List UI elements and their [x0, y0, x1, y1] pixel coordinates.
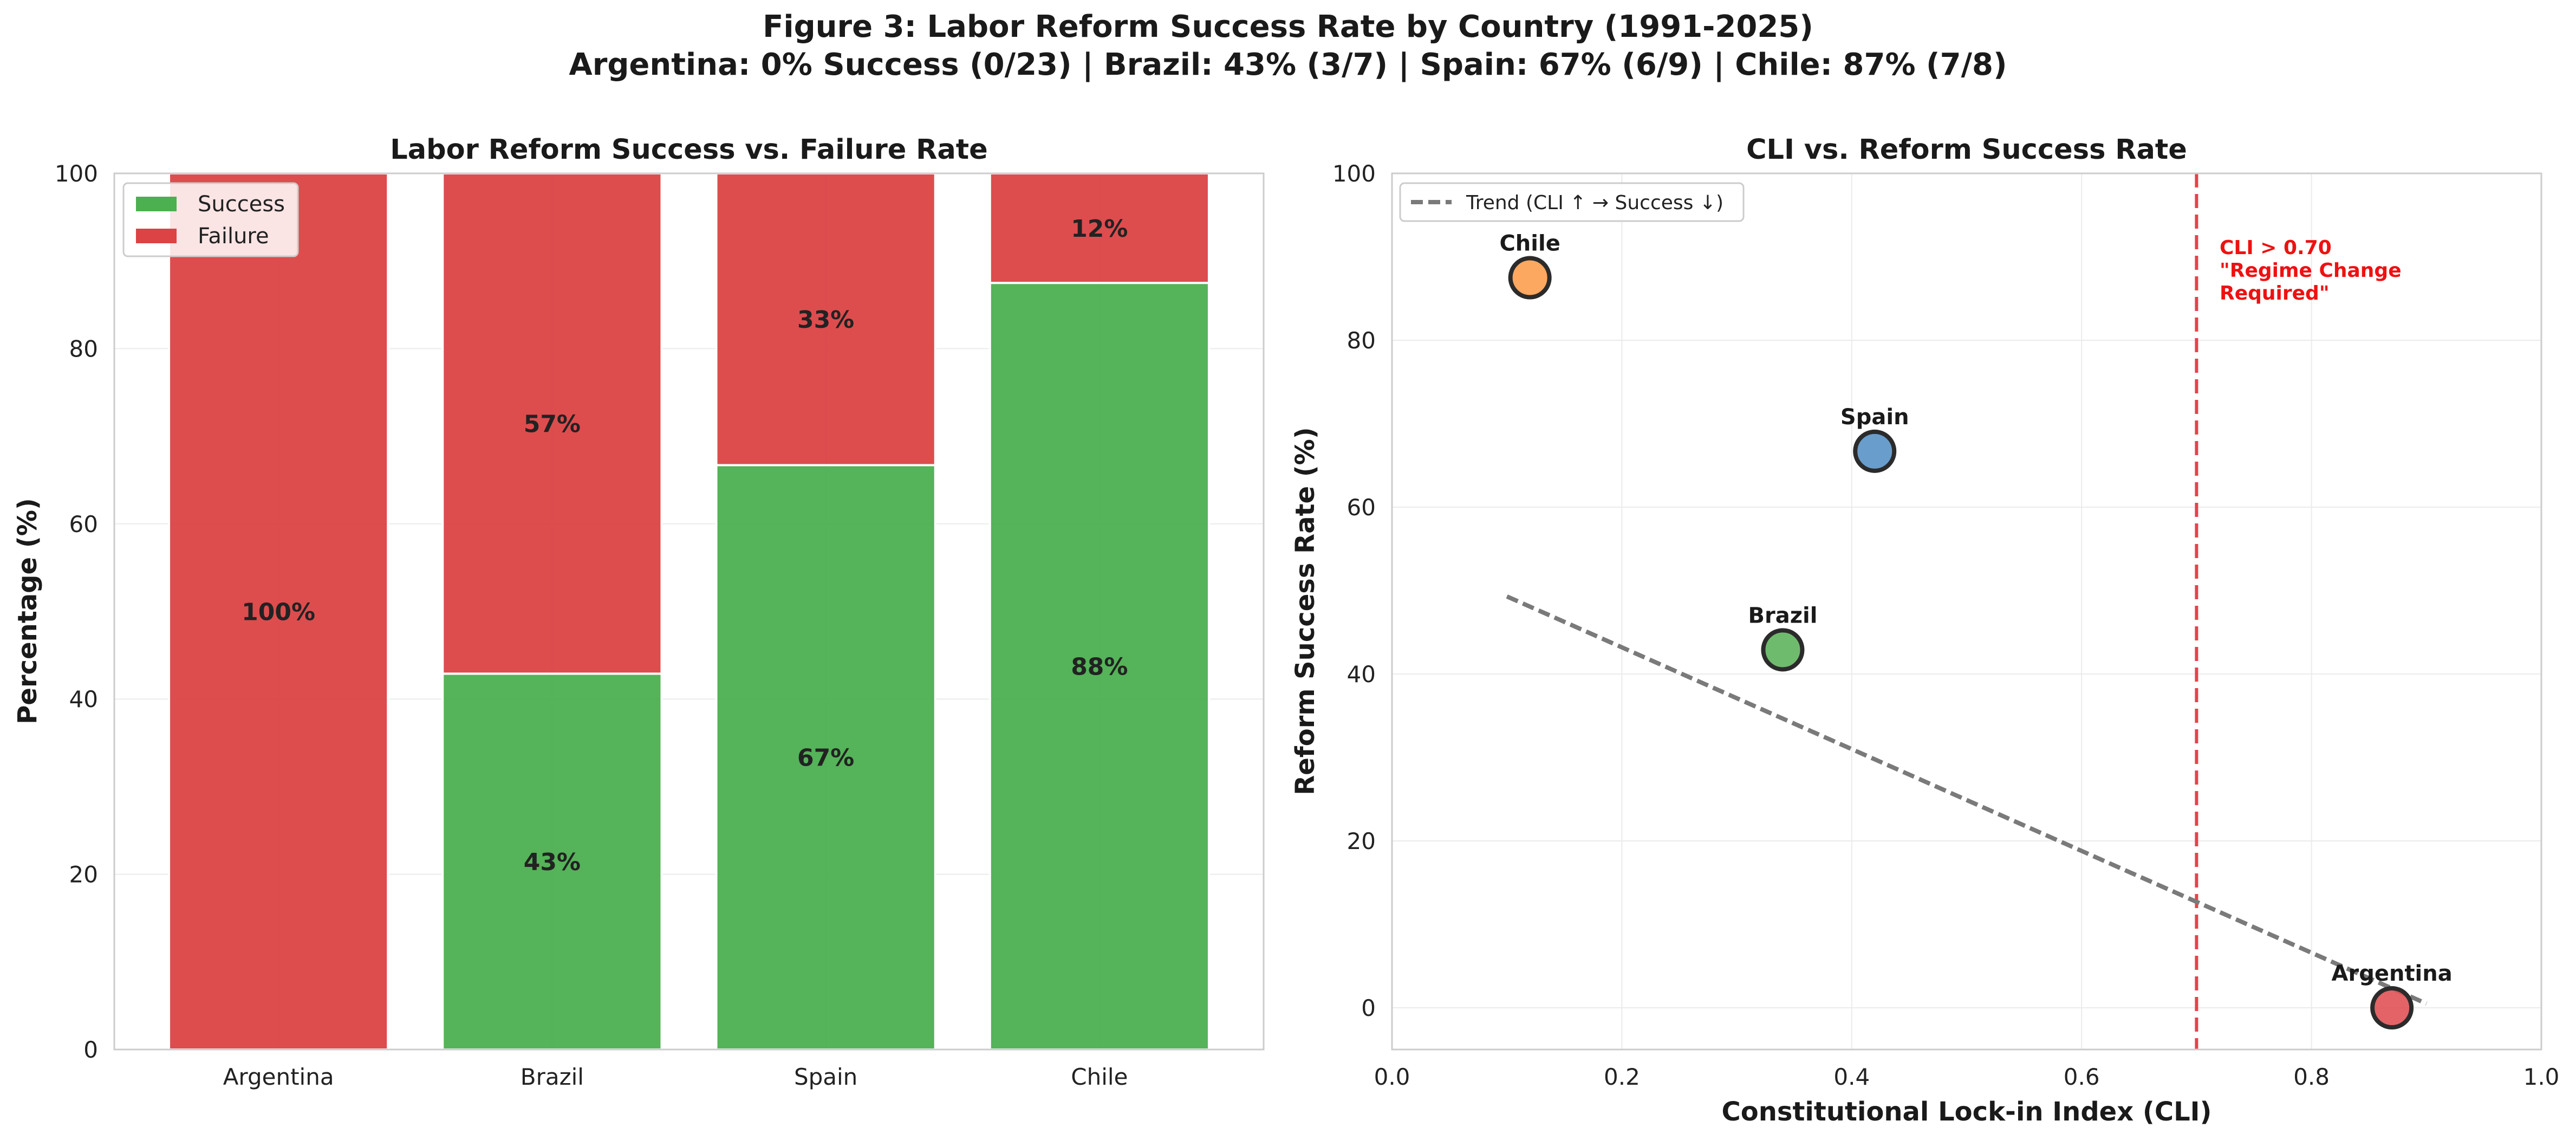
bar-success-spain [715, 464, 936, 1051]
bar-label-failure-spain: 33% [797, 306, 854, 334]
scatter-chart-y-ticks: 0 20 40 60 80 100 [1332, 160, 1376, 1021]
trend-line [1506, 594, 2428, 1006]
scatter-chart-y-axis-label: Reform Success Rate (%) [1290, 427, 1320, 795]
bar-chart-y-tick-label: 20 [69, 862, 98, 888]
scatter-chart-y-tick-label: 100 [1332, 160, 1376, 187]
bar-chart-x-tick-label-chile: Chile [1071, 1064, 1128, 1090]
scatter-chart-y-tick-label: 80 [1347, 327, 1376, 354]
scatter-chart-y-tick-label: 60 [1347, 494, 1376, 521]
figure-subtitle: Argentina: 0% Success (0/23) | Brazil: 4… [569, 47, 2007, 82]
bar-chart-y-tick-label: 100 [55, 160, 98, 187]
bar-label-failure-chile: 12% [1071, 215, 1128, 243]
bar-chart-y-tick-label: 60 [69, 511, 98, 537]
scatter-chart-grid [1391, 173, 2542, 1050]
threshold-annotation-line-2: "Regime Change [2220, 260, 2402, 282]
bar-chart-title: Labor Reform Success vs. Failure Rate [390, 134, 987, 166]
point-label-chile: Chile [1499, 231, 1560, 256]
scatter-chart-frame [1391, 172, 2542, 1051]
scatter-chart-x-axis-label: Constitutional Lock-in Index (CLI) [1722, 1097, 2212, 1127]
scatter-chart-x-tick-label: 0.2 [1604, 1064, 1640, 1090]
bar-chart-legend: Success Failure [122, 182, 299, 257]
bar-chart-x-tick-label-brazil: Brazil [521, 1064, 584, 1090]
bar-chart-y-ticks: 0 20 40 60 80 100 [55, 160, 98, 1063]
bar-chart-x-tick-label-argentina: Argentina [223, 1064, 334, 1090]
bar-failure-argentina [168, 172, 389, 1051]
bar-success-brazil [441, 672, 663, 1051]
bar-success-chile [988, 282, 1210, 1051]
point-brazil [1761, 628, 1805, 672]
scatter-chart-x-tick-label: 0.6 [2064, 1064, 2100, 1090]
legend-success-label: Success [198, 192, 285, 217]
figure-title: Figure 3: Labor Reform Success Rate by C… [763, 9, 1813, 44]
scatter-chart-x-tick-label: 0.0 [1374, 1064, 1410, 1090]
bar-chart: 43% 67% 88% 100% 57% 33% 12% 0 20 40 60 80 100 Arge… [12, 134, 1265, 1090]
bar-chart-x-tick-label-spain: Spain [794, 1064, 857, 1090]
scatter-chart-legend: Trend (CLI ↑ → Success ↓) [1399, 182, 1745, 222]
threshold-annotation-line-3: Required" [2220, 282, 2330, 305]
scatter-chart-title: CLI vs. Reform Success Rate [1746, 134, 2187, 166]
bar-label-success-chile: 88% [1071, 653, 1128, 681]
bar-failure-brazil [441, 172, 663, 675]
point-label-spain: Spain [1840, 405, 1909, 430]
bar-label-success-spain: 67% [797, 744, 854, 772]
point-label-argentina: Argentina [2332, 961, 2453, 986]
point-spain [1853, 429, 1897, 473]
scatter-chart-x-tick-label: 0.8 [2293, 1064, 2330, 1090]
scatter-chart-y-tick-label: 20 [1347, 828, 1376, 854]
scatter-chart-legend-box [1399, 182, 1745, 222]
bar-chart-y-tick-label: 0 [83, 1037, 98, 1063]
bar-chart-bars: 43% 67% 88% 100% 57% 33% 12% [168, 172, 1210, 1051]
bar-chart-y-tick-label: 40 [69, 686, 98, 712]
threshold-annotation-line-1: CLI > 0.70 [2220, 237, 2332, 259]
bar-chart-frame [113, 172, 1265, 1051]
scatter-chart-marks: Argentina Brazil Spain Chile [1499, 173, 2453, 1050]
legend-failure-swatch [136, 229, 177, 243]
legend-trend-label: Trend (CLI ↑ → Success ↓) [1466, 192, 1723, 214]
scatter-chart: Argentina Brazil Spain Chile 0 20 40 60 80 100 0… [1290, 134, 2559, 1127]
scatter-chart-y-tick-label: 40 [1347, 661, 1376, 688]
bar-label-success-brazil: 43% [524, 848, 581, 876]
legend-success-swatch [136, 197, 177, 211]
bar-label-failure-brazil: 57% [524, 411, 581, 438]
threshold-annotation: CLI > 0.70 "Regime Change Required" [2220, 237, 2402, 305]
scatter-chart-plot-area [1392, 173, 2541, 1050]
point-label-brazil: Brazil [1748, 603, 1818, 628]
bar-chart-x-ticks: Argentina Brazil Spain Chile [223, 1064, 1128, 1090]
bar-failure-chile [988, 172, 1210, 284]
legend-failure-label: Failure [198, 224, 269, 249]
bar-chart-y-axis-label: Percentage (%) [12, 498, 43, 724]
bar-label-failure-argentina: 100% [242, 599, 315, 626]
scatter-chart-x-ticks: 0.0 0.2 0.4 0.6 0.8 1.0 [1374, 1064, 2560, 1090]
point-argentina [2370, 986, 2414, 1029]
point-chile [1508, 256, 1552, 300]
scatter-chart-y-tick-label: 0 [1361, 995, 1376, 1021]
bar-chart-y-tick-label: 80 [69, 335, 98, 362]
scatter-chart-x-tick-label: 1.0 [2523, 1064, 2560, 1090]
scatter-chart-x-tick-label: 0.4 [1833, 1064, 1870, 1090]
bar-failure-spain [715, 172, 936, 467]
